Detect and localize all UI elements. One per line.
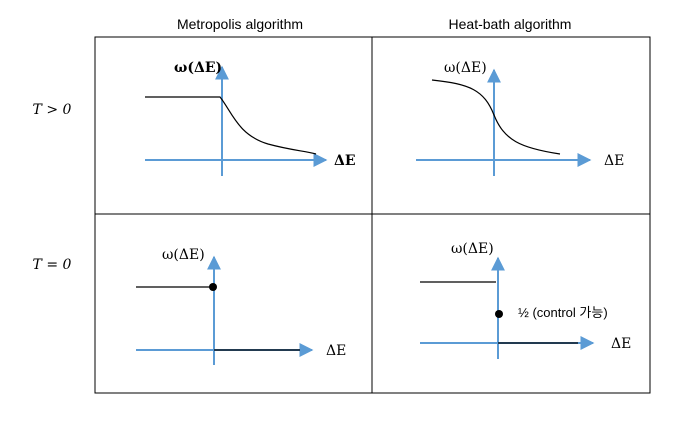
column-header-heatbath: Heat-bath algorithm — [449, 16, 572, 32]
panel-heatbath-t-positive: ω(ΔE) ΔE — [416, 60, 624, 176]
x-axis-label: ΔE — [334, 153, 356, 169]
half-value-annotation: ½ (control 가능) — [518, 305, 608, 320]
transition-curve — [145, 96, 317, 155]
x-axis-label: ΔE — [611, 336, 631, 352]
row-label-t-positive: T > 0 — [33, 102, 72, 118]
row-label-t-zero: T = 0 — [33, 257, 72, 273]
panel-metropolis-t-positive: ω(ΔE) ΔE — [145, 60, 356, 176]
x-axis-label: ΔE — [604, 153, 624, 169]
y-axis-label: ω(ΔE) — [174, 60, 222, 76]
y-axis-label: ω(ΔE) — [451, 241, 494, 257]
y-axis-label: ω(ΔE) — [444, 60, 487, 76]
column-header-metropolis: Metropolis algorithm — [177, 16, 303, 32]
panel-heatbath-t-zero: ω(ΔE) ½ (control 가능) ΔE — [420, 241, 631, 359]
panel-metropolis-t-zero: ω(ΔE) ΔE — [136, 247, 346, 365]
y-axis-label: ω(ΔE) — [162, 247, 205, 263]
discontinuity-point — [209, 283, 217, 291]
x-axis-label: ΔE — [326, 343, 346, 359]
transition-curve — [431, 79, 561, 155]
half-value-point — [495, 310, 503, 318]
